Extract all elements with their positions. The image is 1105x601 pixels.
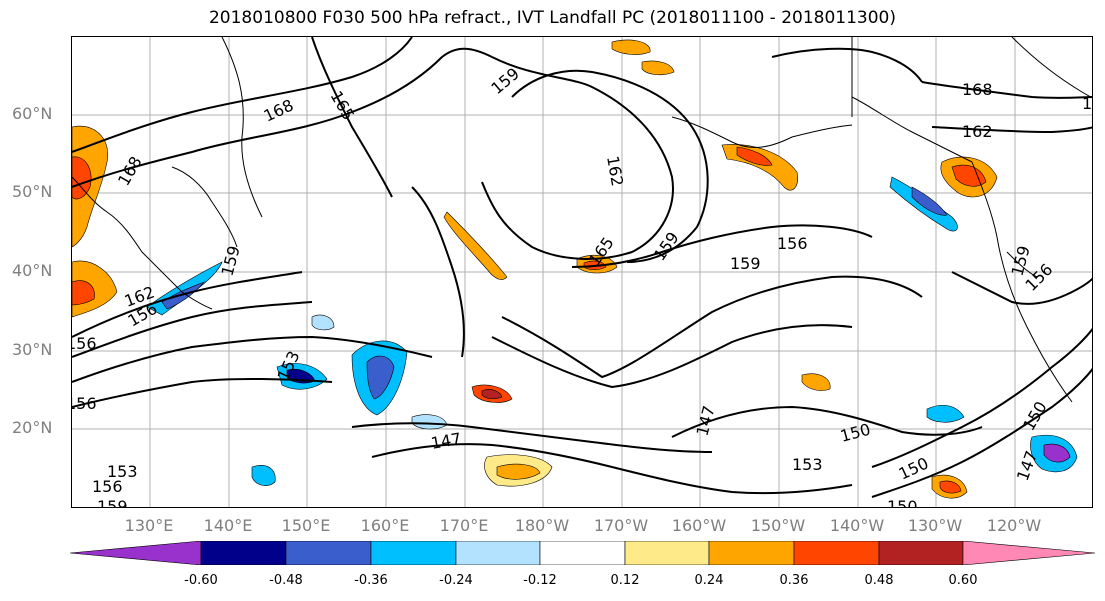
contour-label: 162 — [603, 154, 627, 187]
lon-label-180w: 180°W — [514, 516, 570, 535]
colorbar — [69, 541, 1096, 565]
colorbar-tick-label: -0.60 — [184, 573, 218, 588]
contour-label: 153 — [107, 462, 138, 481]
colorbar-segment — [285, 541, 372, 565]
contour-label: 168 — [962, 80, 993, 99]
contour-label: 156 — [72, 394, 97, 413]
colorbar-segment — [793, 541, 880, 565]
lat-label-30n: 30°N — [12, 340, 53, 359]
colorbar-tick-label: -0.48 — [269, 573, 303, 588]
colorbar-segment — [200, 541, 287, 565]
shaded-anomalies — [72, 39, 1078, 499]
lon-label-170e: 170°E — [439, 516, 489, 535]
lon-label-150w: 150°W — [750, 516, 806, 535]
lat-label-20n: 20°N — [12, 418, 53, 437]
contour-label: 147 — [1013, 448, 1041, 483]
contour-label: 168 — [114, 153, 146, 189]
contour-label: 147 — [693, 404, 719, 438]
colorbar-tick-label: 0.48 — [864, 573, 894, 588]
colorbar-tick-label: 0.60 — [948, 573, 978, 588]
contour-label: 156 — [72, 334, 97, 353]
lon-label-160e: 160°E — [360, 516, 410, 535]
contour-label: 150 — [838, 420, 872, 446]
contour-label: 147 — [429, 429, 462, 453]
contour-label: 150 — [887, 497, 918, 508]
contour-label: 162 — [962, 122, 993, 141]
colorbar-tick-label: -0.12 — [523, 573, 557, 588]
lon-label-120w: 120°W — [986, 516, 1042, 535]
contour-label: 165 — [1082, 94, 1093, 113]
lon-label-130e: 130°E — [124, 516, 174, 535]
lon-label-140e: 140°E — [203, 516, 253, 535]
colorbar-segment — [539, 541, 626, 565]
colorbar-tick-label: 0.12 — [610, 573, 640, 588]
figure-title: 2018010800 F030 500 hPa refract., IVT La… — [208, 8, 896, 28]
colorbar-segment — [624, 541, 710, 565]
contour-label: 153 — [792, 455, 823, 474]
lon-label-160w: 160°W — [671, 516, 727, 535]
colorbar-tick-label: 0.36 — [779, 573, 809, 588]
contour-label: 156 — [92, 477, 123, 496]
colorbar-tick-label: 0.24 — [694, 573, 724, 588]
lat-label-40n: 40°N — [12, 261, 53, 280]
colorbar-segments — [69, 541, 1096, 565]
lon-label-130w: 130°W — [907, 516, 963, 535]
map-canvas: 165 168 159 162 168 165 162 168 162 159 … — [72, 37, 1093, 508]
lon-label-150e: 150°E — [281, 516, 331, 535]
lat-label-60n: 60°N — [12, 104, 53, 123]
lat-label-50n: 50°N — [12, 182, 53, 201]
lon-label-170w: 170°W — [593, 516, 649, 535]
height-contours — [72, 37, 1092, 498]
colorbar-segment — [370, 541, 457, 565]
contour-label: 156 — [777, 234, 808, 253]
map-panel: 165 168 159 162 168 165 162 168 162 159 … — [71, 36, 1093, 508]
contour-label: 159 — [730, 254, 761, 273]
contour-label: 150 — [896, 453, 932, 483]
graticule — [72, 37, 1092, 507]
contour-label: 159 — [97, 497, 128, 508]
colorbar-tick-label: -0.36 — [354, 573, 388, 588]
colorbar-tick-label: -0.24 — [439, 573, 473, 588]
contour-label: 168 — [261, 95, 297, 125]
colorbar-segment — [708, 541, 795, 565]
lon-label-140w: 140°W — [829, 516, 885, 535]
contour-label: 159 — [218, 244, 244, 278]
contour-labels: 165 168 159 162 168 165 162 168 162 159 … — [72, 64, 1093, 508]
coastlines — [72, 37, 1092, 403]
colorbar-extend-low — [69, 541, 202, 565]
contour-label: 165 — [327, 88, 359, 124]
colorbar-extend-high — [962, 541, 1096, 565]
colorbar-segment — [455, 541, 541, 565]
colorbar-segment — [878, 541, 964, 565]
